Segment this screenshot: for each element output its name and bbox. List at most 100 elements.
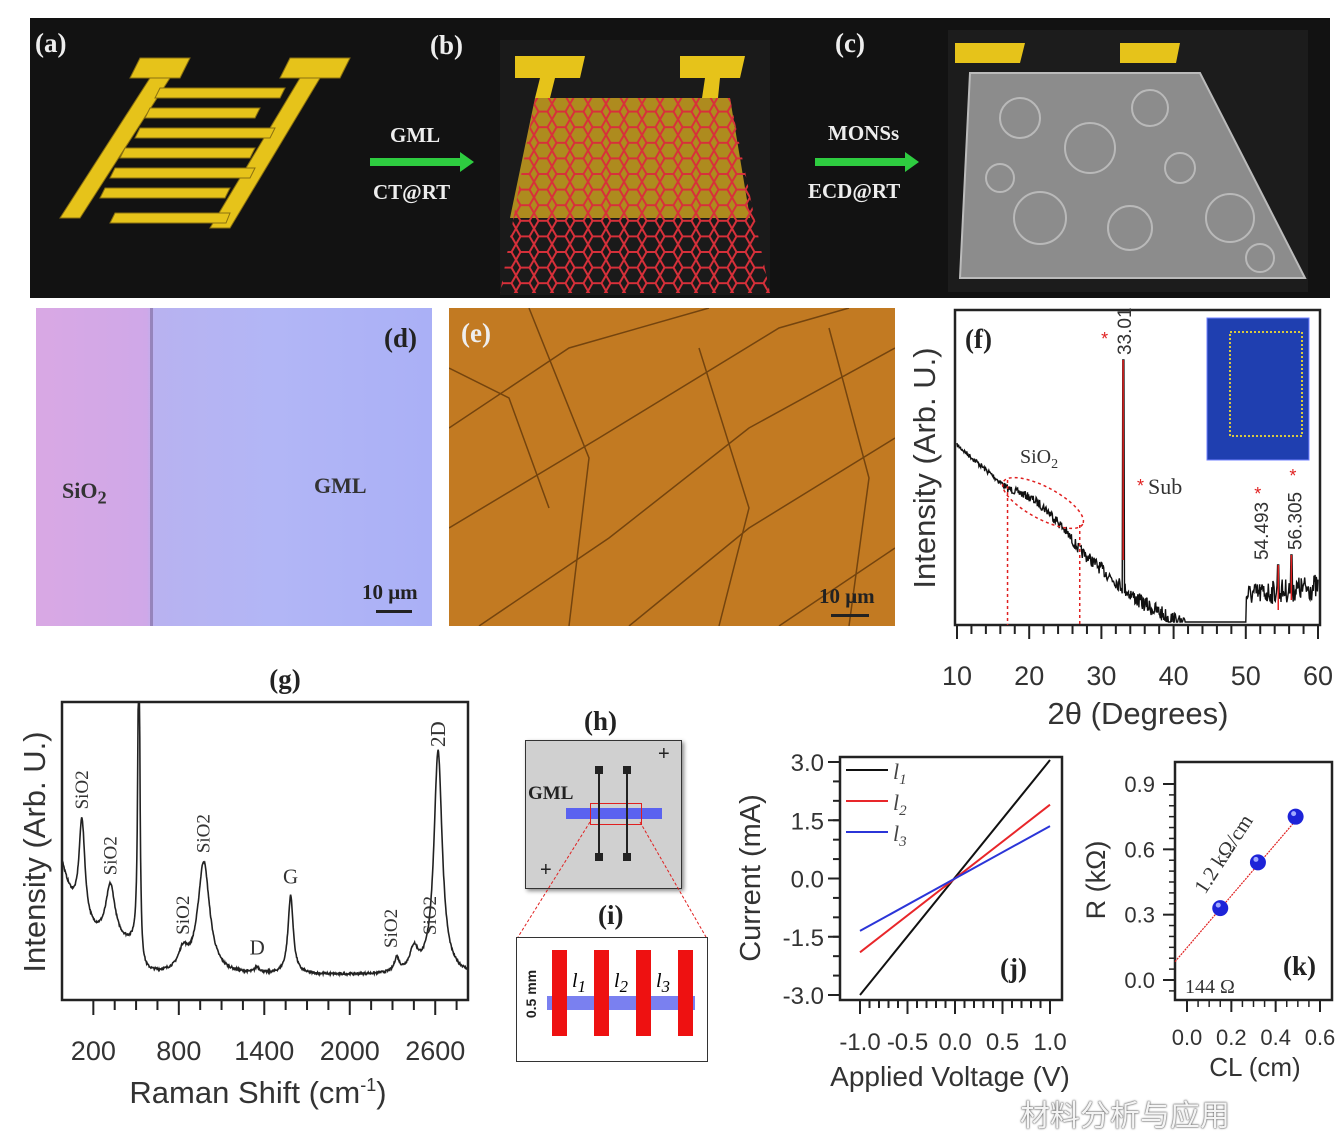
data-point — [1212, 900, 1229, 917]
electrode-a — [59, 57, 351, 229]
panel-label-i: (i) — [598, 900, 624, 930]
x-tick-label: 1.0 — [1033, 1029, 1066, 1056]
arrow-icon — [815, 152, 919, 172]
contact-pad — [623, 853, 631, 861]
x-tick-label: 0.0 — [1172, 1025, 1203, 1050]
sio2-text: SiO — [62, 478, 98, 503]
legend-label: l3 — [893, 821, 907, 850]
peak-label: 54.493 — [1252, 502, 1273, 560]
scale-bar-label: 10 μm — [362, 580, 418, 604]
inset-substrate-photo — [1206, 317, 1310, 461]
x-tick-label: 0.2 — [1216, 1025, 1247, 1050]
y-axis-label: R (kΩ) — [1081, 841, 1111, 920]
x-tick-label: 20 — [1014, 661, 1044, 691]
sem-film-c — [948, 30, 1308, 292]
legend-label-name: l — [893, 790, 899, 815]
y-tick-label: 3.0 — [791, 750, 824, 777]
slope-annotation: 1.2 kΩ/cm — [1189, 810, 1258, 898]
arrow-label-gml: GML — [390, 123, 441, 147]
peak-label: G — [283, 865, 298, 889]
sio2-annotation: SiO2 — [1020, 446, 1058, 472]
segment-sub: 2 — [619, 977, 628, 996]
fit-line — [1174, 817, 1299, 963]
electrode-bar — [678, 950, 693, 1036]
optical-image-d: (d) SiO2 GML 10 μm — [36, 308, 432, 626]
peak-label-sio2: SiO2 — [381, 909, 402, 948]
peak-label: 56.305 — [1285, 492, 1306, 550]
x-tick-label: 1400 — [234, 1036, 294, 1066]
star-marker-icon: * — [1137, 476, 1144, 496]
panel-label-h: (h) — [584, 706, 617, 736]
grain-boundaries — [449, 308, 895, 626]
data-point-highlight — [1215, 902, 1221, 908]
intercept-annotation: 144 Ω — [1185, 976, 1235, 998]
y-axis-label: Intensity (Arb. U.) — [907, 347, 942, 588]
star-marker-icon: * — [1289, 466, 1296, 486]
panel-label-k: (k) — [1283, 951, 1316, 981]
electrode-trace — [598, 769, 600, 859]
y-tick-label: -3.0 — [783, 983, 824, 1010]
alignment-mark-icon: + — [658, 743, 670, 765]
legend-label-name: l — [893, 759, 899, 784]
dimension-label: 0.5 mm — [523, 969, 540, 1019]
arrow-label-ct-rt: CT@RT — [373, 180, 451, 204]
schematic-drawing — [59, 30, 1308, 295]
contact-pad — [623, 766, 631, 774]
contact-pad — [595, 766, 603, 774]
segment-label-l2: l2 — [614, 970, 628, 997]
x-tick-label: 2000 — [320, 1036, 380, 1066]
gml-label: GML — [528, 783, 574, 804]
sio2-label: SiO2 — [62, 478, 107, 508]
x-tick-label: 800 — [156, 1036, 201, 1066]
y-tick-label: 0.9 — [1124, 772, 1155, 797]
x-tick-label: 2600 — [405, 1036, 465, 1066]
x-tick-label: 0.6 — [1305, 1025, 1336, 1050]
contact-pad — [595, 853, 603, 861]
electrode-trace — [626, 769, 628, 859]
panel-label-f: (f) — [965, 324, 992, 354]
segment-label-l1: l1 — [572, 970, 586, 997]
star-marker-icon: * — [1101, 329, 1108, 349]
x-axis-label: 2θ (Degrees) — [1048, 696, 1229, 731]
x-tick-label: -1.0 — [839, 1029, 880, 1056]
segment-text: l — [656, 970, 662, 992]
x-axis-label: CL (cm) — [1209, 1052, 1300, 1082]
x-tick-label: 30 — [1086, 661, 1116, 691]
x-tick-label: 60 — [1303, 661, 1333, 691]
schematic-panel-abc: (a) (b) (c) GML CT@RT MONSs ECD@RT — [30, 18, 1330, 298]
arrow-label-ecd-rt: ECD@RT — [808, 179, 901, 203]
electrode-graphene-b — [500, 40, 770, 295]
x-tick-label: 0.4 — [1260, 1025, 1291, 1050]
sub-annotation: Sub — [1148, 474, 1182, 499]
panel-label-g: (g) — [269, 664, 300, 694]
panel-label-j: (j) — [1000, 953, 1027, 983]
segment-label-l3: l3 — [656, 970, 670, 997]
panel-label-e: (e) — [461, 318, 491, 348]
sio2-text: SiO — [1020, 446, 1051, 468]
arrow-icon — [370, 152, 474, 172]
peak-label-sio2: SiO2 — [72, 770, 93, 809]
segment-sub: 1 — [577, 977, 586, 996]
scale-bar-label: 10 μm — [819, 584, 875, 608]
star-marker-icon: * — [1254, 484, 1261, 504]
electrode-bar — [552, 950, 567, 1036]
y-axis-label: Current (mA) — [735, 794, 767, 962]
device-photo-h: GML + + — [525, 740, 682, 889]
legend-label: l1 — [893, 759, 907, 788]
peak-label-sio2: SiO2 — [194, 814, 215, 853]
x-tick-label: 50 — [1231, 661, 1261, 691]
peak-label: D — [250, 935, 265, 959]
panel-label-c: (c) — [835, 28, 865, 58]
data-point — [1249, 854, 1266, 871]
data-point-highlight — [1253, 856, 1259, 862]
y-tick-label: 1.5 — [791, 808, 824, 835]
segment-sub: 3 — [661, 977, 670, 996]
arrow-label-monss: MONSs — [828, 121, 900, 145]
x-tick-label: 200 — [71, 1036, 116, 1066]
zoom-lines — [517, 821, 707, 938]
xrd-curve — [956, 359, 1319, 623]
gml-strip — [566, 808, 662, 819]
plot-frame-g — [60, 700, 470, 1002]
x-tick-label: 10 — [942, 661, 972, 691]
